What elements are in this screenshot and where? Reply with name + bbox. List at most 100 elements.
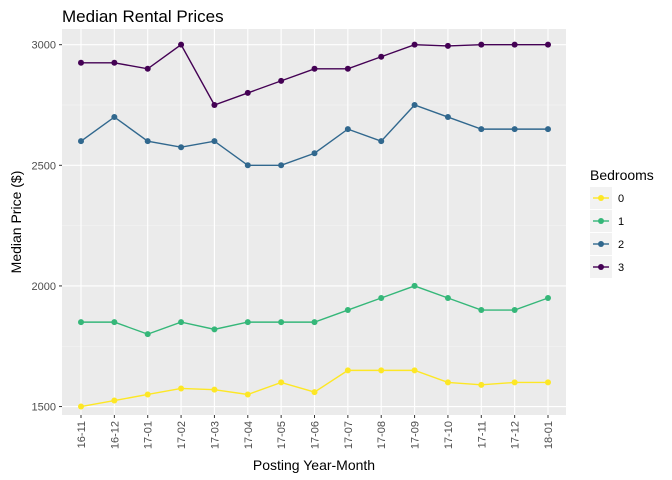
series-0 (78, 367, 551, 410)
data-point (144, 391, 151, 398)
data-point (478, 307, 485, 314)
x-tick-label: 17-05 (276, 421, 288, 449)
data-point (511, 41, 518, 48)
data-point (378, 294, 385, 301)
y-tick-label: 2000 (32, 281, 56, 293)
data-point (244, 162, 251, 169)
x-tick-label: 17-07 (343, 421, 355, 449)
x-tick-label: 16-12 (109, 421, 121, 449)
x-tick-label: 17-01 (143, 421, 155, 449)
data-point (144, 65, 151, 72)
legend-key-point (598, 218, 604, 224)
data-point (545, 126, 551, 133)
data-point (311, 319, 318, 326)
data-point (211, 138, 218, 145)
data-point (411, 367, 418, 374)
data-point (178, 41, 185, 48)
x-tick-label: 17-04 (243, 421, 255, 449)
x-tick-label: 17-02 (176, 421, 188, 449)
data-point (444, 114, 451, 121)
y-tick-label: 3000 (32, 40, 56, 52)
data-point (178, 319, 185, 326)
data-point (178, 385, 185, 392)
x-tick-label: 18-01 (543, 421, 555, 449)
x-tick-label: 16-11 (76, 421, 88, 448)
data-point (311, 389, 318, 396)
data-point (344, 126, 351, 133)
series-layer (78, 41, 551, 410)
data-point (344, 367, 351, 374)
data-point (545, 379, 551, 386)
legend-item: 0 (590, 187, 624, 209)
legend-item: 1 (590, 210, 624, 232)
data-point (78, 59, 84, 66)
data-point (244, 89, 251, 96)
data-point (278, 379, 285, 386)
data-point (111, 397, 118, 404)
x-tick-label: 17-11 (476, 421, 488, 448)
data-point (444, 42, 451, 49)
data-point (545, 41, 551, 48)
data-point (378, 138, 385, 145)
data-point (311, 65, 318, 72)
data-point (211, 101, 218, 108)
data-point (178, 144, 185, 151)
data-point (278, 77, 285, 84)
y-axis-title: Median Price ($) (8, 171, 24, 274)
legend-key-point (598, 241, 604, 247)
data-point (411, 282, 418, 289)
y-tick-label: 1500 (32, 402, 56, 414)
data-point (144, 331, 151, 338)
data-point (478, 41, 485, 48)
data-point (478, 126, 485, 133)
data-point (244, 391, 251, 398)
data-point (78, 319, 84, 326)
x-tick-label: 17-08 (376, 421, 388, 449)
data-point (344, 307, 351, 314)
legend-key-point (598, 195, 604, 201)
series-2 (78, 101, 551, 169)
legend-item: 2 (590, 233, 624, 255)
legend: Bedrooms 0 1 2 3 (590, 167, 654, 278)
x-tick-label: 17-06 (310, 421, 322, 449)
data-point (111, 319, 118, 326)
x-tick-label: 17-03 (209, 421, 221, 449)
legend-label: 0 (618, 193, 624, 205)
legend-key-point (598, 264, 604, 270)
data-point (411, 101, 418, 108)
x-tick-label: 17-12 (510, 421, 522, 449)
data-point (311, 150, 318, 157)
data-point (478, 381, 485, 388)
legend-label: 3 (618, 262, 624, 274)
series-3 (78, 41, 551, 108)
data-point (144, 138, 151, 145)
major-gridlines (62, 29, 566, 415)
y-axis: 1500 2000 2500 3000 (32, 40, 62, 414)
data-point (78, 138, 84, 145)
data-point (444, 294, 451, 301)
data-point (244, 319, 251, 326)
data-point (378, 53, 385, 60)
data-point (511, 307, 518, 314)
data-point (278, 162, 285, 169)
legend-title: Bedrooms (590, 167, 654, 183)
data-point (78, 403, 84, 410)
chart-title: Median Rental Prices (62, 7, 224, 26)
series-1 (78, 282, 551, 338)
data-point (211, 326, 218, 333)
data-point (444, 379, 451, 386)
legend-label: 1 (618, 216, 624, 228)
x-axis-title: Posting Year-Month (253, 457, 375, 473)
data-point (211, 386, 218, 393)
legend-item: 3 (590, 256, 624, 278)
data-point (111, 59, 118, 66)
x-tick-label: 17-09 (410, 421, 422, 449)
x-tick-label: 17-10 (443, 421, 455, 449)
data-point (511, 126, 518, 133)
data-point (411, 41, 418, 48)
data-point (111, 114, 118, 121)
x-axis: 16-11 16-12 17-01 17-02 17-03 17-04 17-05 17-06… (76, 415, 555, 449)
legend-label: 2 (618, 239, 624, 251)
data-point (278, 319, 285, 326)
